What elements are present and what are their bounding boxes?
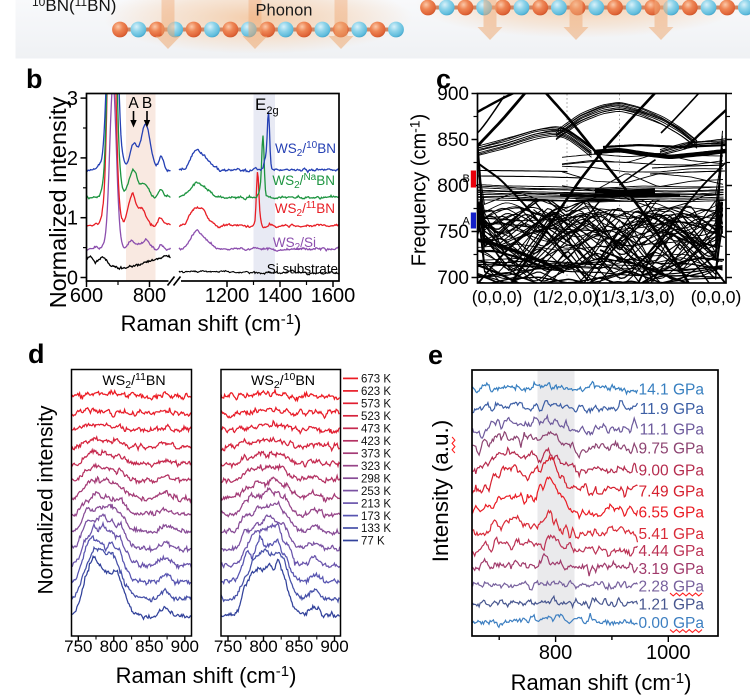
svg-text:b: b	[26, 64, 43, 94]
svg-text:323 K: 323 K	[361, 461, 391, 473]
svg-text:11.1 GPa: 11.1 GPa	[640, 422, 705, 439]
svg-text:173 K: 173 K	[361, 511, 391, 523]
svg-text:6.55 GPa: 6.55 GPa	[639, 504, 705, 521]
svg-text:9.00 GPa: 9.00 GPa	[639, 463, 705, 480]
svg-text:10BN(11BN): 10BN(11BN)	[32, 0, 116, 15]
svg-text:1: 1	[67, 208, 78, 230]
svg-text:1.21 GPa: 1.21 GPa	[639, 596, 705, 613]
svg-text:0: 0	[67, 268, 78, 290]
svg-text:Normalized intensity: Normalized intensity	[45, 96, 71, 308]
svg-text:800: 800	[539, 642, 572, 664]
svg-text:WS2/11BN: WS2/11BN	[275, 200, 335, 219]
svg-text:850: 850	[437, 130, 469, 151]
svg-text:800: 800	[133, 285, 166, 307]
svg-text:5.41 GPa: 5.41 GPa	[639, 526, 705, 543]
svg-text:(1/3,1/3,0): (1/3,1/3,0)	[595, 287, 675, 307]
svg-text:800: 800	[100, 637, 128, 656]
svg-text:d: d	[28, 339, 45, 369]
svg-text:673 K: 673 K	[361, 374, 391, 386]
svg-text:Normalized intensity: Normalized intensity	[35, 405, 58, 595]
svg-text:700: 700	[437, 268, 469, 289]
svg-text:213 K: 213 K	[361, 498, 391, 510]
svg-text:1400: 1400	[258, 285, 303, 307]
svg-text:Phonon: Phonon	[256, 2, 313, 20]
svg-text:Intensity (a.u.): Intensity (a.u.)	[428, 420, 453, 563]
svg-text:Raman shift (cm-1): Raman shift (cm-1)	[116, 663, 297, 688]
svg-text:523 K: 523 K	[361, 411, 391, 423]
svg-text:WS2/10BN: WS2/10BN	[275, 140, 336, 159]
svg-text:7.49 GPa: 7.49 GPa	[639, 484, 705, 501]
svg-text:133 K: 133 K	[361, 523, 391, 535]
svg-text:750: 750	[64, 637, 92, 656]
svg-text:WS2/Si: WS2/Si	[273, 235, 316, 253]
svg-text:0.00 GPa: 0.00 GPa	[639, 615, 705, 632]
svg-text:600: 600	[70, 285, 103, 307]
svg-text:900: 900	[171, 637, 199, 656]
svg-text:623 K: 623 K	[361, 386, 391, 398]
svg-text:e: e	[428, 340, 443, 370]
svg-text:1600: 1600	[311, 285, 356, 307]
svg-text:800: 800	[249, 637, 277, 656]
svg-text:Frequency (cm-1): Frequency (cm-1)	[407, 114, 431, 267]
svg-text:3: 3	[67, 88, 78, 110]
svg-text:2: 2	[67, 148, 78, 170]
svg-text:900: 900	[320, 637, 348, 656]
svg-text:B: B	[462, 173, 469, 185]
svg-text:9.75 GPa: 9.75 GPa	[639, 440, 705, 457]
svg-text:(0,0,0): (0,0,0)	[472, 287, 523, 307]
svg-text:373 K: 373 K	[361, 448, 391, 460]
svg-text:850: 850	[135, 637, 163, 656]
svg-text:423 K: 423 K	[361, 436, 391, 448]
svg-text:WS2/11BN: WS2/11BN	[102, 371, 165, 391]
svg-text:900: 900	[437, 84, 469, 105]
svg-text:Raman shift (cm-1): Raman shift (cm-1)	[121, 311, 302, 336]
svg-text:A: A	[462, 216, 470, 228]
svg-text:2.28 GPa: 2.28 GPa	[639, 578, 705, 595]
svg-text:77 K: 77 K	[361, 536, 385, 548]
svg-text:4.44 GPa: 4.44 GPa	[639, 543, 705, 560]
svg-text:c: c	[436, 64, 451, 94]
svg-text:A: A	[128, 95, 139, 112]
svg-text:(1/2,0,0): (1/2,0,0)	[533, 287, 598, 307]
svg-text:(0,0,0): (0,0,0)	[691, 287, 742, 307]
svg-text:750: 750	[214, 637, 242, 656]
svg-text:11.9 GPa: 11.9 GPa	[640, 401, 705, 418]
svg-text:850: 850	[285, 637, 313, 656]
svg-text:3.19 GPa: 3.19 GPa	[639, 561, 705, 578]
svg-text:1200: 1200	[205, 285, 250, 307]
svg-text:473 K: 473 K	[361, 424, 391, 436]
svg-text:253 K: 253 K	[361, 486, 391, 498]
svg-text:WS2/10BN: WS2/10BN	[251, 371, 315, 391]
svg-text:WS2/NaBN: WS2/NaBN	[272, 172, 335, 191]
svg-text:573 K: 573 K	[361, 399, 391, 411]
svg-text:Si substrate: Si substrate	[267, 262, 338, 277]
svg-text:1000: 1000	[646, 642, 691, 664]
svg-text:14.1 GPa: 14.1 GPa	[639, 381, 705, 398]
svg-text:298 K: 298 K	[361, 473, 391, 485]
svg-text:Raman shift (cm-1): Raman shift (cm-1)	[511, 670, 692, 695]
svg-text:800: 800	[437, 176, 469, 197]
svg-text:750: 750	[437, 222, 469, 243]
svg-text:B: B	[142, 95, 152, 112]
